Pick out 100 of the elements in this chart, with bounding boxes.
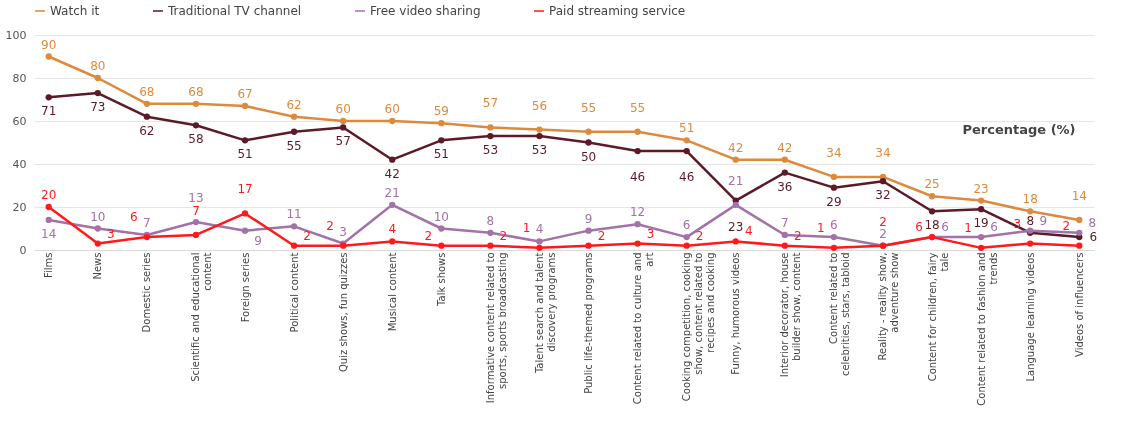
point — [241, 102, 249, 110]
x-tick-label: Public life-themed programs — [583, 252, 595, 394]
data-label: 60 — [335, 102, 351, 116]
data-label: 2 — [424, 228, 433, 243]
data-label: 23 — [973, 181, 989, 196]
point — [1076, 242, 1083, 249]
x-tick-label: Language learning videos — [1024, 252, 1036, 382]
data-label: 8 — [1026, 213, 1035, 228]
point — [438, 137, 445, 144]
data-label: 55 — [629, 100, 646, 115]
point — [781, 156, 788, 163]
point — [585, 227, 592, 234]
point — [585, 128, 592, 135]
point — [536, 132, 543, 140]
point — [45, 203, 52, 211]
point — [438, 119, 445, 127]
data-label: 6 — [1089, 230, 1098, 245]
data-label: 50 — [580, 149, 597, 164]
point — [241, 137, 249, 144]
x-tick-label: Talk shows — [435, 252, 447, 307]
data-label: 2 — [794, 228, 802, 243]
x-tick-label: Foreign series — [239, 252, 251, 323]
data-label: 23 — [728, 219, 744, 234]
data-label: 68 — [188, 84, 204, 99]
point — [732, 201, 739, 209]
point — [634, 147, 641, 155]
y-tick-label: 40 — [12, 157, 27, 171]
data-label: 18 — [1022, 192, 1038, 207]
data-label: 14 — [1071, 188, 1087, 203]
x-tick-label: Content for children, fairy tale — [926, 252, 950, 382]
data-label: 1 — [522, 220, 531, 235]
point — [830, 184, 838, 191]
data-label: 67 — [237, 86, 253, 101]
data-label: 6 — [682, 218, 691, 233]
data-label: 20 — [41, 188, 57, 202]
point — [536, 126, 543, 133]
data-label: 14 — [41, 226, 57, 241]
point — [634, 128, 641, 135]
data-label: 73 — [90, 100, 106, 115]
x-tick-label: Content related to fashion and trends — [975, 252, 999, 406]
point — [977, 205, 985, 213]
data-label: 80 — [90, 59, 106, 73]
data-label: 2 — [597, 228, 606, 243]
data-label: 18 — [924, 218, 940, 233]
data-label: 53 — [531, 143, 548, 158]
data-label: 7 — [781, 215, 789, 230]
data-label: 34 — [875, 145, 891, 160]
point — [781, 231, 788, 239]
point — [487, 229, 494, 236]
data-label: 42 — [384, 166, 400, 181]
data-label: 21 — [384, 185, 400, 200]
legend-label: Paid streaming service — [549, 4, 686, 18]
x-tick-label: Domestic series — [141, 252, 153, 333]
point — [683, 137, 690, 144]
data-label: 13 — [188, 191, 204, 206]
x-tick-label: Musical content — [386, 252, 398, 332]
data-label: 46 — [629, 170, 646, 185]
point — [732, 238, 739, 245]
point — [879, 178, 887, 185]
data-label: 57 — [335, 134, 351, 149]
point — [94, 89, 101, 97]
point — [683, 233, 690, 241]
data-label: 59 — [433, 104, 449, 119]
data-label: 6 — [130, 210, 138, 225]
legend-label: Free video sharing — [370, 4, 481, 18]
data-label: 21 — [728, 173, 744, 188]
point — [830, 173, 838, 181]
data-label: 10 — [433, 209, 449, 224]
point — [1076, 216, 1083, 224]
point — [585, 242, 592, 249]
data-label: 56 — [531, 98, 548, 113]
data-label: 29 — [826, 194, 842, 209]
point — [683, 242, 690, 249]
y-tick-label: 80 — [12, 71, 27, 85]
point — [290, 113, 298, 120]
data-label: 2 — [1062, 218, 1071, 233]
data-label: 2 — [879, 214, 887, 229]
data-label: 68 — [139, 84, 155, 99]
data-label: 3 — [106, 226, 115, 241]
point — [977, 233, 985, 241]
data-label: 46 — [679, 170, 695, 185]
data-label: 9 — [254, 233, 262, 248]
data-label: 2 — [695, 228, 704, 243]
data-label: 12 — [629, 205, 646, 220]
data-label: 8 — [486, 213, 495, 228]
point — [781, 242, 788, 249]
data-label: 90 — [41, 37, 57, 52]
x-tick-label: Content related to culture and art — [632, 252, 656, 405]
point — [683, 147, 690, 155]
point — [192, 100, 200, 107]
data-label: 19 — [973, 216, 989, 231]
data-label: 51 — [237, 147, 253, 162]
data-label: 8 — [1088, 215, 1097, 230]
legend-label: Traditional TV channel — [167, 4, 302, 18]
point — [928, 208, 936, 215]
point — [1027, 208, 1034, 215]
data-label: 11 — [286, 207, 302, 222]
data-label: 7 — [192, 203, 200, 218]
data-label: 2 — [303, 228, 311, 243]
point — [192, 122, 200, 129]
